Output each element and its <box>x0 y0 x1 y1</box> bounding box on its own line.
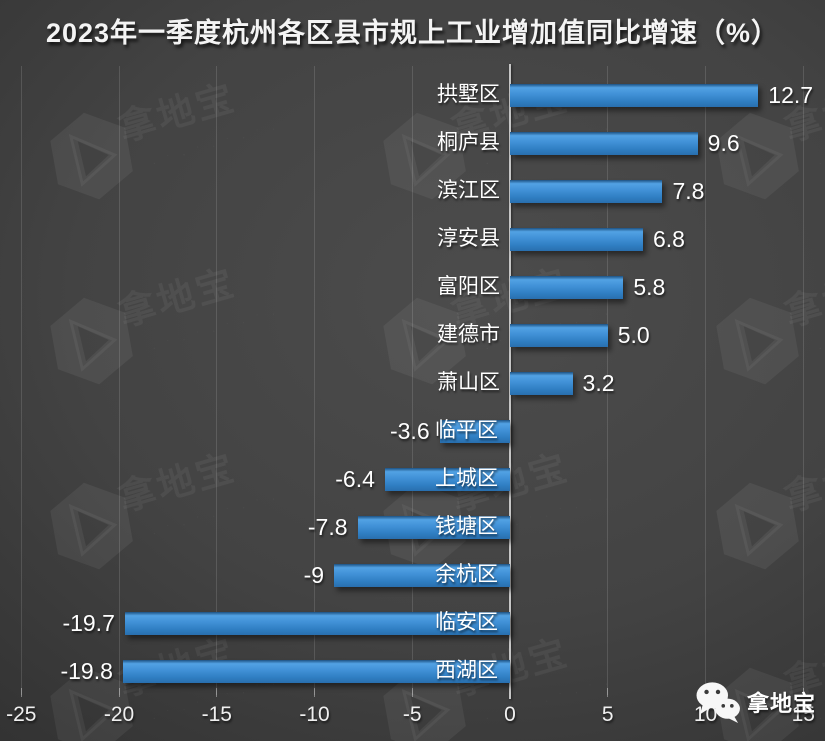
gridline <box>705 66 706 695</box>
bar-value-label: -19.7 <box>62 610 115 636</box>
bar-category-label: 上城区 <box>435 467 498 490</box>
bar <box>510 275 624 299</box>
wechat-icon <box>696 682 740 723</box>
bar <box>510 179 663 203</box>
x-axis-tick <box>314 688 315 697</box>
x-axis-tick <box>607 688 609 697</box>
bar-category-label: 临安区 <box>435 611 498 634</box>
bar-value-label: 5.0 <box>617 322 650 348</box>
gridline <box>216 66 218 695</box>
bar <box>439 419 510 443</box>
gridline <box>20 66 22 695</box>
x-tick-label: 10 <box>693 703 718 726</box>
x-axis-tick <box>802 688 804 697</box>
bar <box>510 371 573 395</box>
bar-category-label: 富阳区 <box>437 275 500 298</box>
bar <box>510 227 643 251</box>
brand-text: 拿地宝 <box>747 691 817 716</box>
x-axis-tick <box>216 688 218 697</box>
bar-category-label: 淳安县 <box>437 227 500 250</box>
bar <box>510 323 608 347</box>
gridline <box>314 66 315 695</box>
x-axis-tick <box>118 688 120 697</box>
bar <box>357 515 510 539</box>
x-tick-label: -15 <box>201 703 232 726</box>
brand-badge: 拿地宝 <box>694 681 816 723</box>
gridline <box>607 66 609 695</box>
bar-value-label: -7.8 <box>307 514 348 540</box>
bar-category-label: 滨江区 <box>437 179 500 202</box>
gridline <box>411 66 413 695</box>
bar-category-label: 余杭区 <box>435 563 498 586</box>
x-axis-tick <box>20 688 22 697</box>
bar <box>510 131 698 155</box>
bar-value-label: 12.7 <box>768 82 814 108</box>
bar-value-label: -19.8 <box>60 658 113 684</box>
bar-value-label: 9.6 <box>707 130 740 156</box>
bar-value-label: 6.8 <box>652 226 685 252</box>
bar-category-label: 桐庐县 <box>437 131 500 154</box>
x-tick-label: 15 <box>791 703 815 726</box>
gridline <box>802 66 804 695</box>
bar-value-label: -6.4 <box>335 466 375 492</box>
bar-value-label: -3.6 <box>389 418 430 444</box>
bar-category-label: 建德市 <box>437 323 500 346</box>
bar <box>124 611 510 635</box>
x-tick-label: 5 <box>601 703 614 726</box>
x-tick-label: 0 <box>504 703 516 726</box>
bar <box>334 563 510 587</box>
x-axis-tick <box>411 688 413 697</box>
bar-value-label: 3.2 <box>582 370 615 396</box>
bar-value-label: -9 <box>303 562 325 588</box>
bar-category-label: 萧山区 <box>437 371 500 394</box>
x-tick-label: -10 <box>299 703 330 726</box>
x-tick-label: -20 <box>103 703 135 726</box>
bar-category-label: 临平区 <box>435 419 498 442</box>
x-tick-label: -5 <box>402 703 422 726</box>
bar-value-label: 7.8 <box>672 178 705 204</box>
gridline <box>118 66 120 695</box>
bar-category-label: 钱塘区 <box>435 515 498 538</box>
x-tick-label: -25 <box>6 703 37 726</box>
chart-title: 2023年一季度杭州各区县市规上工业增加值同比增速（%） <box>45 18 780 48</box>
bar <box>510 83 759 107</box>
bar <box>384 467 510 491</box>
bar <box>122 659 510 683</box>
bar-value-label: 5.8 <box>633 274 666 300</box>
bar-category-label: 拱墅区 <box>437 83 500 106</box>
bar-category-label: 西湖区 <box>435 659 498 682</box>
